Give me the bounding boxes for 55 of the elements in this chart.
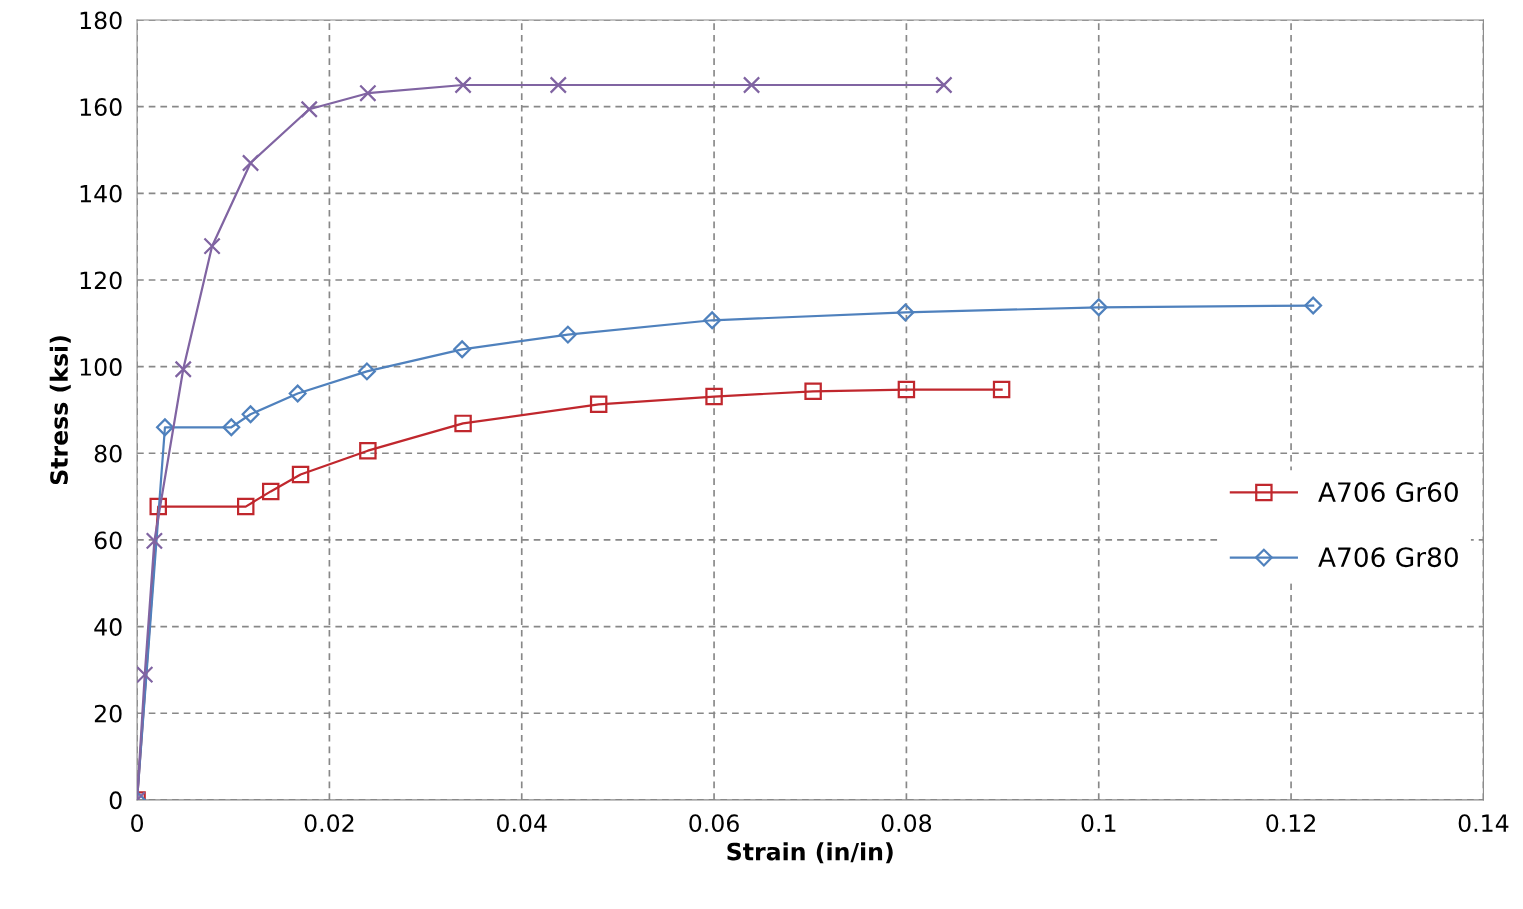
point [549, 76, 568, 94]
x-tick-label: 0.14 [1458, 814, 1509, 833]
point [589, 395, 608, 414]
point [300, 100, 318, 118]
y-tick-label: 80 [94, 444, 122, 463]
point [896, 303, 915, 322]
point [992, 380, 1011, 399]
x-tick-label: 0.06 [689, 814, 739, 833]
point [742, 76, 761, 94]
point [241, 405, 260, 424]
point [155, 418, 174, 437]
y-tick-label: 180 [80, 11, 122, 30]
x-tick-label: 0.12 [1266, 814, 1315, 833]
point [291, 465, 310, 484]
point [804, 382, 822, 401]
y-tick-label: 40 [94, 618, 122, 636]
y-axis-title: Stress (ksi) [49, 336, 71, 485]
point [145, 532, 164, 550]
point [1304, 296, 1323, 315]
legend-label: A706 Gr60 [1318, 482, 1458, 503]
x-tick-label: 0.02 [304, 814, 354, 833]
y-tick-label: 160 [80, 98, 122, 116]
point [935, 76, 953, 94]
point [705, 387, 723, 406]
point [174, 360, 192, 378]
point [236, 497, 255, 516]
point [203, 237, 221, 255]
y-tick-label: 120 [80, 271, 122, 290]
point [1089, 298, 1108, 317]
y-tick-label: 140 [80, 184, 122, 203]
x-axis-title: Strain (in/in) [727, 842, 893, 864]
point [703, 311, 722, 330]
point [359, 441, 377, 460]
point [558, 325, 577, 344]
x-tick-label: 0.1 [1081, 814, 1116, 833]
point [897, 380, 916, 399]
point [357, 362, 376, 381]
point [149, 497, 167, 516]
legend-label: A706 Gr80 [1318, 547, 1458, 568]
point [453, 340, 472, 359]
point [137, 665, 154, 684]
point [454, 76, 472, 94]
point [241, 154, 260, 172]
point [261, 482, 280, 501]
y-tick-label: 60 [94, 531, 122, 550]
y-tick-label: 100 [80, 358, 122, 376]
point [288, 384, 307, 403]
point [222, 418, 241, 437]
point [359, 84, 377, 102]
y-tick-label: 0 [109, 791, 122, 810]
point [454, 414, 472, 433]
x-tick-label: 0 [131, 814, 144, 833]
x-tick-label: 0.08 [881, 814, 932, 833]
x-tick-label: 0.04 [497, 814, 547, 833]
y-tick-label: 20 [94, 704, 122, 723]
